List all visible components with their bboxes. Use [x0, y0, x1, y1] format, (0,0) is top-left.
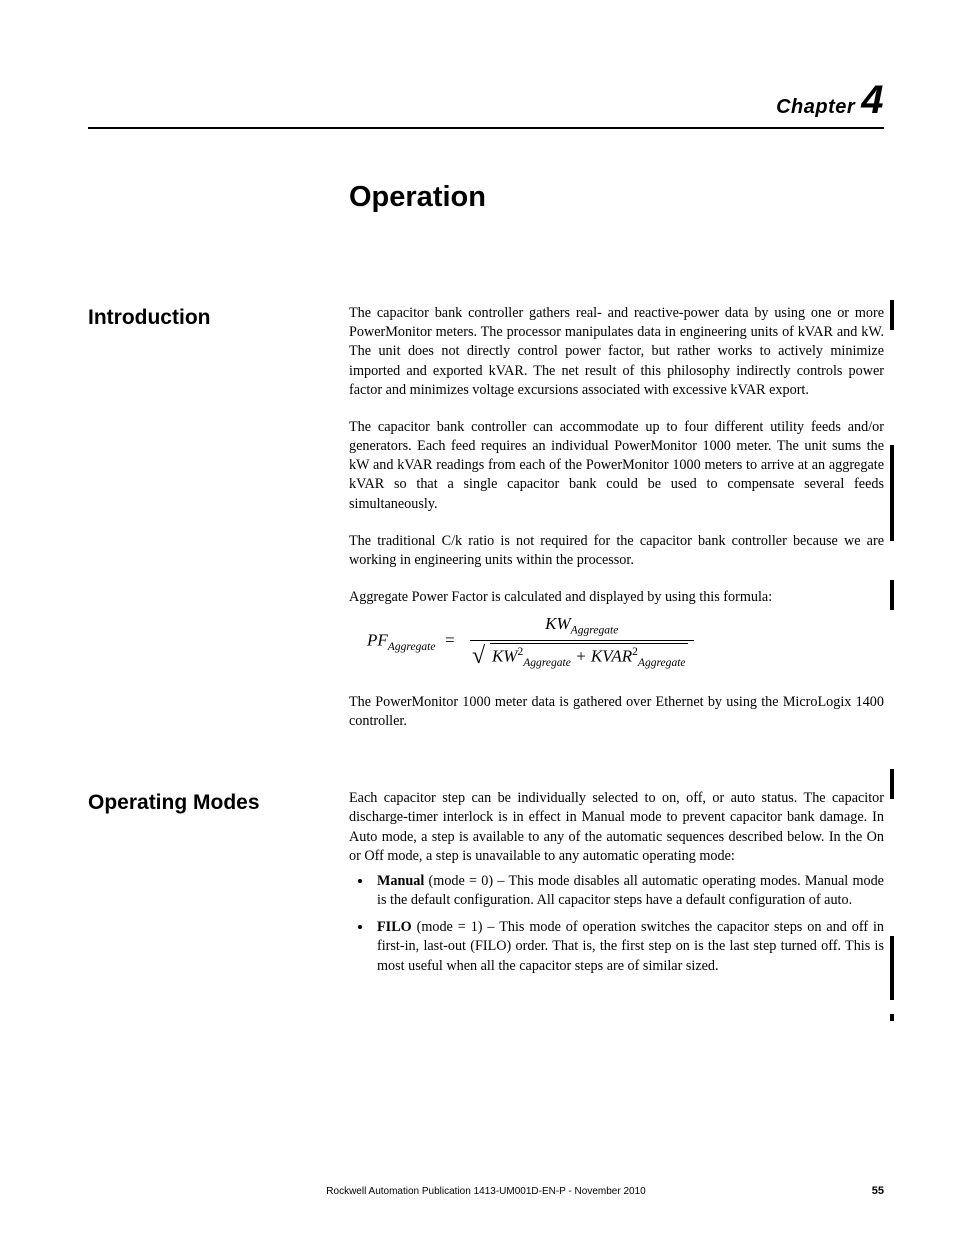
intro-p3: The traditional C/k ratio is not require…	[349, 532, 884, 570]
mode-eq-filo: (mode = 1) –	[412, 919, 500, 935]
change-bar	[890, 936, 894, 958]
page-number: 55	[872, 1185, 884, 1197]
intro-p2: The capacitor bank controller can accomm…	[349, 418, 884, 514]
change-bar	[890, 300, 894, 330]
formula-fraction: KWAggregate KW2Aggregate + KVAR2Aggregat…	[470, 613, 694, 671]
list-item: FILO (mode = 1) – This mode of operation…	[373, 918, 884, 976]
heading-introduction: Introduction	[88, 304, 349, 330]
formula-sqrt: KW2Aggregate + KVAR2Aggregate	[476, 643, 688, 671]
formula-den2-sym: KVAR	[591, 647, 632, 666]
intro-p5: The PowerMonitor 1000 meter data is gath…	[349, 693, 884, 731]
page: Chapter 4 Operation Introduction The cap…	[0, 0, 954, 1235]
formula-numerator: KWAggregate	[470, 613, 694, 641]
footer-text: Rockwell Automation Publication 1413-UM0…	[326, 1186, 645, 1197]
chapter-number: 4	[861, 78, 884, 122]
change-bar	[890, 1014, 894, 1021]
change-bar	[890, 445, 894, 541]
mode-name-manual: Manual	[377, 873, 424, 889]
formula-denominator: KW2Aggregate + KVAR2Aggregate	[470, 641, 694, 671]
formula-eq: =	[444, 631, 455, 650]
formula-lhs-sym: PF	[367, 631, 388, 650]
pf-formula: PFAggregate = KWAggregate KW2Aggregate +…	[367, 613, 884, 671]
formula-plus: +	[575, 647, 586, 666]
header-rule	[88, 127, 884, 129]
footer: Rockwell Automation Publication 1413-UM0…	[88, 1186, 884, 1197]
formula-den1-sym: KW	[492, 647, 518, 666]
section-introduction: Introduction The capacitor bank controll…	[88, 304, 884, 749]
formula-sqrt-bar: KW2Aggregate + KVAR2Aggregate	[490, 643, 688, 671]
list-item: Manual (mode = 0) – This mode disables a…	[373, 872, 884, 910]
opmodes-list: Manual (mode = 0) – This mode disables a…	[373, 872, 884, 976]
formula-num-sub: Aggregate	[571, 624, 619, 637]
formula-lhs-sub: Aggregate	[388, 640, 436, 653]
opmodes-p1: Each capacitor step can be individually …	[349, 789, 884, 866]
intro-p4: Aggregate Power Factor is calculated and…	[349, 588, 884, 607]
formula-den2-sub: Aggregate	[638, 656, 686, 669]
formula-den1-sub: Aggregate	[523, 656, 571, 669]
chapter-label: Chapter	[776, 96, 855, 118]
heading-operating-modes: Operating Modes	[88, 789, 349, 815]
chapter-label-line: Chapter 4	[88, 78, 884, 123]
body-operating-modes: Each capacitor step can be individually …	[349, 789, 884, 984]
section-operating-modes: Operating Modes Each capacitor step can …	[88, 789, 884, 984]
mode-name-filo: FILO	[377, 919, 412, 935]
mode-eq-manual: (mode = 0) –	[424, 873, 508, 889]
change-bar	[890, 769, 894, 799]
formula-num-sym: KW	[545, 614, 571, 633]
intro-p1: The capacitor bank controller gathers re…	[349, 304, 884, 400]
change-bar	[890, 958, 894, 1000]
chapter-title: Operation	[349, 181, 884, 214]
body-introduction: The capacitor bank controller gathers re…	[349, 304, 884, 749]
change-bar	[890, 580, 894, 610]
